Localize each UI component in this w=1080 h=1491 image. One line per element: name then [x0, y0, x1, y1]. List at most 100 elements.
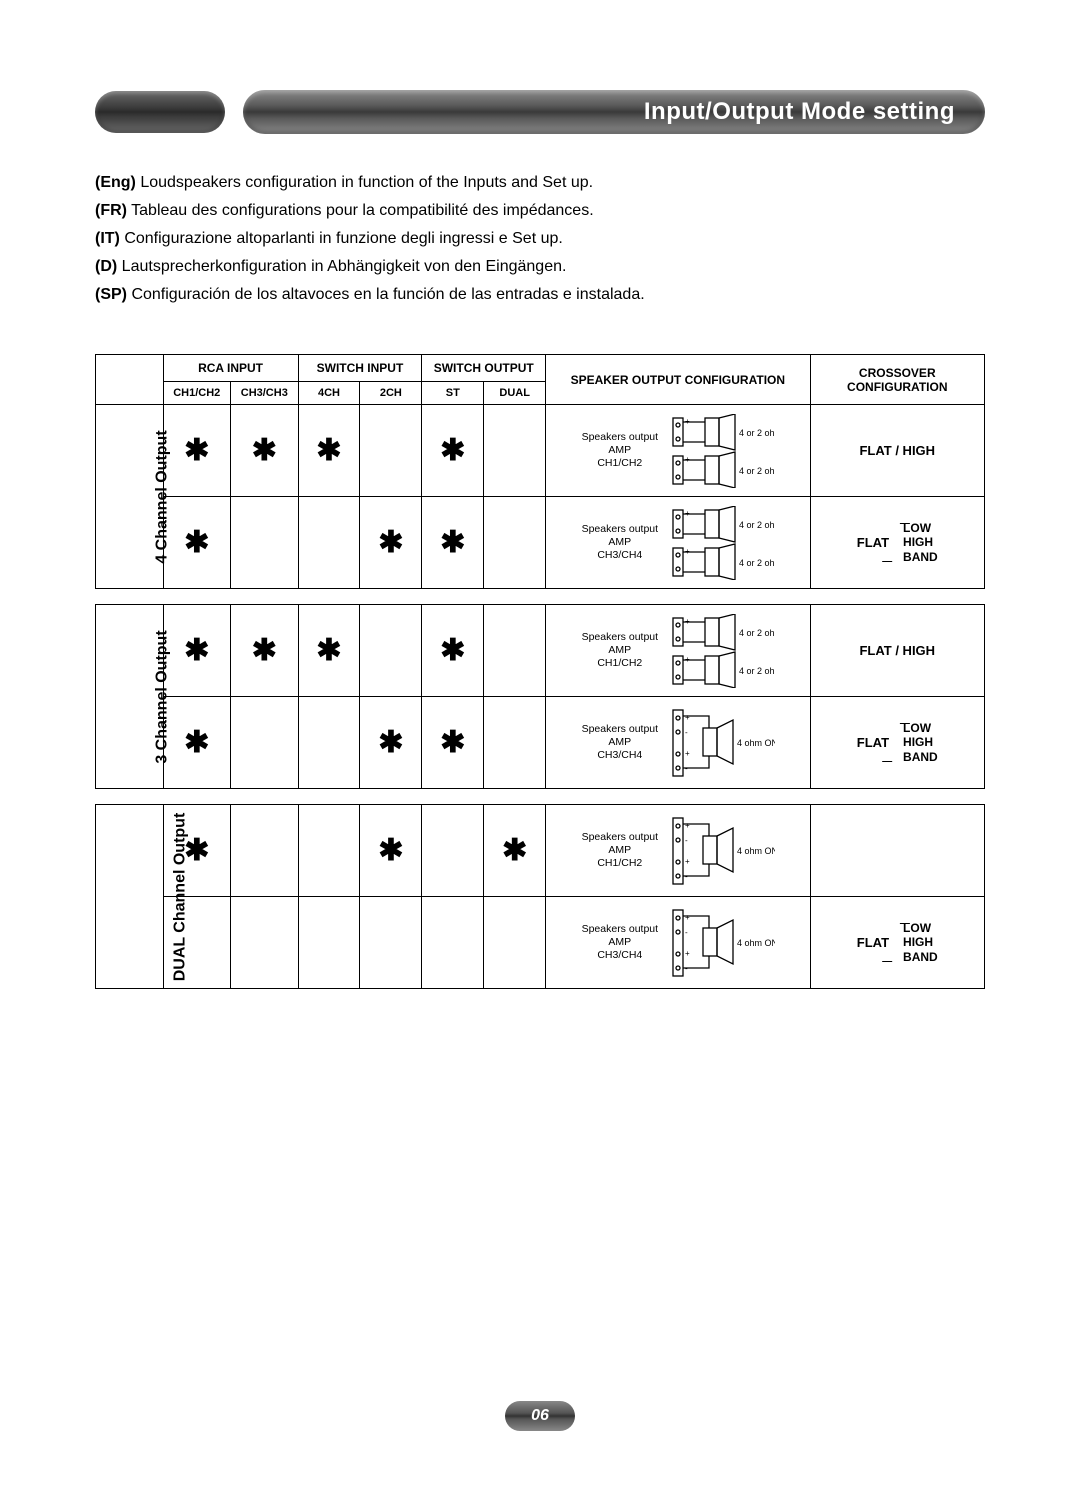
page-number: 06 [505, 1401, 575, 1431]
speaker-bridged-icon: + - + - 4 ohm ONLY [665, 906, 775, 980]
mark-cell [484, 497, 546, 589]
table-row: DUAL Channel Output✱✱✱ Speakers outputAM… [96, 805, 985, 897]
header-ch1ch2: CH1/CH2 [163, 382, 231, 405]
svg-text:+: + [685, 857, 690, 866]
crossover-cell: FLAT / HIGH [810, 405, 984, 497]
page-title: Input/Output Mode setting [644, 98, 955, 126]
table-row: Speakers outputAMPCH3/CH4 + - + - 4 ohm … [96, 897, 985, 989]
svg-text:+: + [685, 749, 690, 758]
mark-cell [298, 697, 360, 789]
mark-cell [231, 897, 299, 989]
mark-cell: ✱ [360, 697, 422, 789]
speaker-cell: Speakers outputAMPCH1/CH2 + - + - 4 ohm … [546, 805, 810, 897]
xover-stack: FLATLOWHIGHBAND [857, 721, 938, 764]
speaker-cell: Speakers outputAMPCH3/CH4 + - + - 4 ohm … [546, 697, 810, 789]
svg-text:-: - [685, 836, 688, 845]
mark-cell: ✱ [231, 605, 299, 697]
speaker-bridged-icon: + - + - 4 ohm ONLY [665, 706, 775, 780]
mark-cell [422, 897, 484, 989]
svg-text:4 or 2 ohm: 4 or 2 ohm [739, 666, 775, 676]
config-table: RCA INPUT SWITCH INPUT SWITCH OUTPUT SPE… [95, 354, 985, 989]
section-label: 4 Channel Output [96, 405, 164, 589]
mark-cell [422, 805, 484, 897]
xover-stack: FLATLOWHIGHBAND [857, 921, 938, 964]
mark-cell [298, 897, 360, 989]
mark-cell [484, 405, 546, 497]
svg-text:4 or 2 ohm: 4 or 2 ohm [739, 628, 775, 638]
mark-cell: ✱ [484, 805, 546, 897]
mark-cell [484, 697, 546, 789]
speaker-stereo-icon: + - 4 or 2 ohm + - 4 or 2 ohm [665, 506, 775, 580]
speaker-diagram: Speakers outputAMPCH3/CH4 + - 4 or 2 ohm… [550, 506, 805, 580]
speaker-label: Speakers outputAMPCH1/CH2 [581, 831, 659, 870]
mark-cell [298, 497, 360, 589]
header-2ch: 2CH [360, 382, 422, 405]
mark-cell: ✱ [360, 497, 422, 589]
crossover-cell [810, 805, 984, 897]
xover-single: FLAT / HIGH [859, 443, 935, 458]
header-blank [96, 355, 164, 405]
speaker-label: Speakers outputAMPCH1/CH2 [581, 631, 659, 670]
svg-text:4 ohm ONLY: 4 ohm ONLY [737, 846, 775, 856]
speaker-bridged-icon: + - + - 4 ohm ONLY [665, 814, 775, 888]
intro-it: Configurazione altoparlanti in funzione … [124, 230, 563, 247]
speaker-diagram: Speakers outputAMPCH3/CH4 + - + - 4 ohm … [550, 906, 805, 980]
mark-cell: ✱ [422, 697, 484, 789]
section-spacer [96, 589, 985, 605]
header-pill-left [95, 91, 225, 133]
header-pill-right: Input/Output Mode setting [243, 90, 985, 134]
speaker-label: Speakers outputAMPCH3/CH4 [581, 923, 659, 962]
svg-text:+: + [685, 821, 690, 830]
mark-cell: ✱ [163, 497, 231, 589]
mark-cell [298, 805, 360, 897]
speaker-cell: Speakers outputAMPCH3/CH4 + - 4 or 2 ohm… [546, 497, 810, 589]
table-row: ✱✱✱ Speakers outputAMPCH3/CH4 + - 4 or 2… [96, 497, 985, 589]
table-row: 4 Channel Output✱✱✱✱ Speakers outputAMPC… [96, 405, 985, 497]
svg-text:4 or 2 ohm: 4 or 2 ohm [739, 466, 775, 476]
header-row: Input/Output Mode setting [95, 90, 985, 134]
table-row: 3 Channel Output✱✱✱✱ Speakers outputAMPC… [96, 605, 985, 697]
speaker-diagram: Speakers outputAMPCH1/CH2 + - 4 or 2 ohm… [550, 614, 805, 688]
crossover-cell: FLATLOWHIGHBAND [810, 897, 984, 989]
header-ch3ch3: CH3/CH3 [231, 382, 299, 405]
speaker-label: Speakers outputAMPCH3/CH4 [581, 523, 659, 562]
header-switch-input: SWITCH INPUT [298, 355, 422, 382]
crossover-cell: FLATLOWHIGHBAND [810, 497, 984, 589]
xover-stack: FLATLOWHIGHBAND [857, 521, 938, 564]
header-crossover: CROSSOVER CONFIGURATION [810, 355, 984, 405]
intro-d: Lautsprecherkonfiguration in Abhängigkei… [122, 258, 567, 275]
section-label: 3 Channel Output [96, 605, 164, 789]
config-table-wrap: RCA INPUT SWITCH INPUT SWITCH OUTPUT SPE… [95, 354, 985, 989]
svg-text:4 ohm ONLY: 4 ohm ONLY [737, 738, 775, 748]
mark-cell [360, 405, 422, 497]
section-label: DUAL Channel Output [96, 805, 164, 989]
mark-cell [484, 605, 546, 697]
header-dual: DUAL [484, 382, 546, 405]
svg-text:-: - [685, 928, 688, 937]
mark-cell: ✱ [163, 405, 231, 497]
speaker-cell: Speakers outputAMPCH1/CH2 + - 4 or 2 ohm… [546, 605, 810, 697]
mark-cell [484, 897, 546, 989]
speaker-diagram: Speakers outputAMPCH3/CH4 + - + - 4 ohm … [550, 706, 805, 780]
table-head: RCA INPUT SWITCH INPUT SWITCH OUTPUT SPE… [96, 355, 985, 405]
svg-text:4 or 2 ohm: 4 or 2 ohm [739, 520, 775, 530]
mark-cell: ✱ [360, 805, 422, 897]
mark-cell: ✱ [422, 605, 484, 697]
header-rca-input: RCA INPUT [163, 355, 298, 382]
svg-text:+: + [685, 949, 690, 958]
speaker-label: Speakers outputAMPCH3/CH4 [581, 723, 659, 762]
intro-fr: Tableau des configurations pour la compa… [131, 202, 594, 219]
mark-cell: ✱ [163, 697, 231, 789]
mark-cell: ✱ [298, 605, 360, 697]
lang-tag-fr: (FR) [95, 202, 127, 219]
svg-text:+: + [685, 913, 690, 922]
intro-block: (Eng) Loudspeakers configuration in func… [95, 169, 985, 309]
speaker-cell: Speakers outputAMPCH3/CH4 + - + - 4 ohm … [546, 897, 810, 989]
header-4ch: 4CH [298, 382, 360, 405]
header-speaker-output: SPEAKER OUTPUT CONFIGURATION [546, 355, 810, 405]
intro-eng: Loudspeakers configuration in function o… [140, 174, 593, 191]
speaker-label: Speakers outputAMPCH1/CH2 [581, 431, 659, 470]
speaker-cell: Speakers outputAMPCH1/CH2 + - 4 or 2 ohm… [546, 405, 810, 497]
mark-cell [360, 897, 422, 989]
mark-cell: ✱ [422, 405, 484, 497]
